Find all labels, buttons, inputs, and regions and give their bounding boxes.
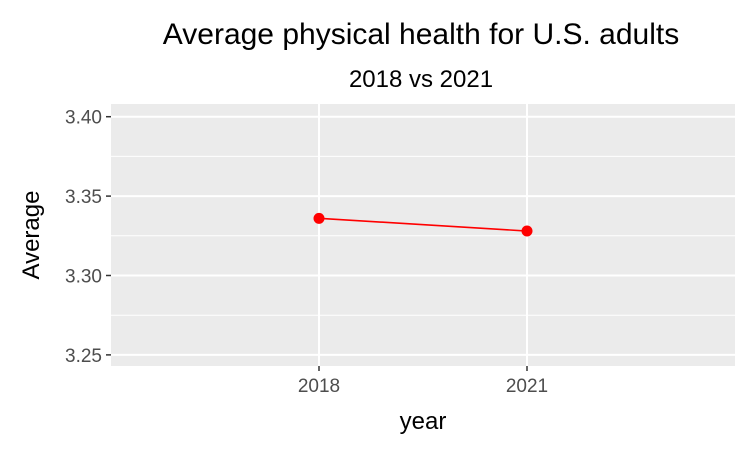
x-axis-label: year [400,408,447,435]
x-tick-label: 2021 [506,376,548,397]
x-axis: 2018 2021 [298,366,548,397]
data-layer [313,212,533,237]
y-tick-label: 3.35 [65,187,102,208]
data-point [521,225,533,237]
y-tick-label: 3.30 [65,266,102,287]
x-tick-label: 2018 [298,376,340,397]
data-point [313,212,325,224]
y-tick-label: 3.25 [65,346,102,367]
plot-panel [111,104,735,366]
minor-gridlines [111,155,735,316]
chart-subtitle: 2018 vs 2021 [349,66,493,93]
y-tick-label: 3.40 [65,108,102,129]
series-line [318,217,528,232]
y-axis-label: Average [18,191,45,280]
chart-title: Average physical health for U.S. adults [163,18,679,51]
y-axis: 3.25 3.30 3.35 3.40 [65,108,111,367]
